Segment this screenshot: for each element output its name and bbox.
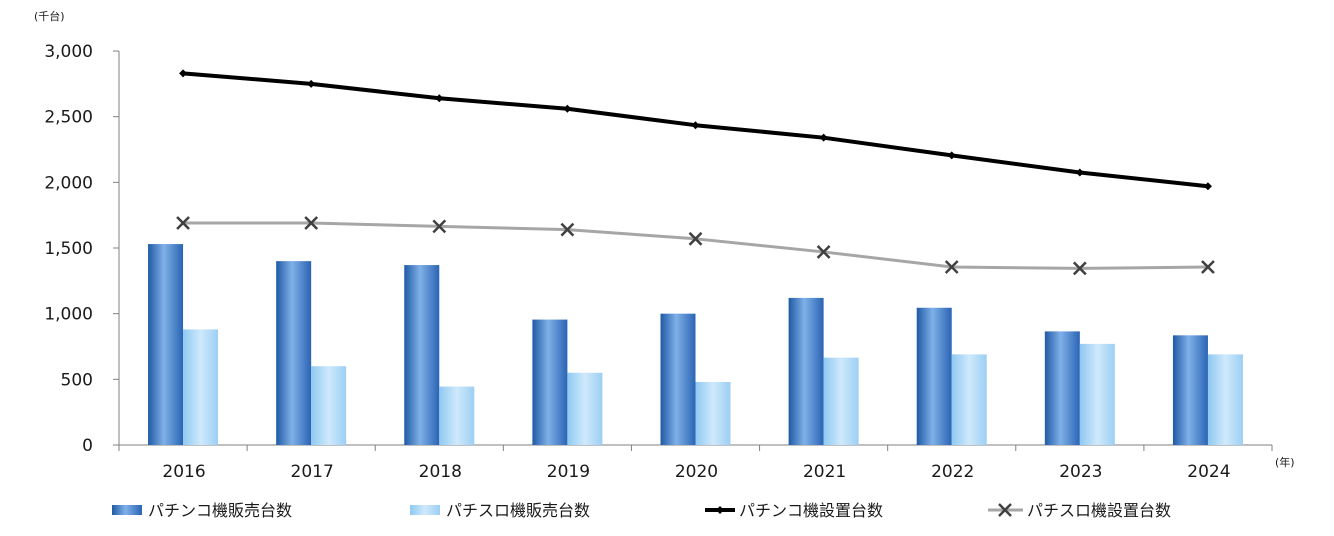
marker-diamond [307, 79, 316, 88]
bar-pachislot-sales [1207, 354, 1243, 445]
line-pachinko-installed [182, 71, 1209, 189]
legend-label: パチスロ機設置台数 [1027, 501, 1171, 520]
line-pachislot-installed [183, 221, 1208, 270]
bar-series-group [148, 244, 1243, 445]
legend-item: パチスロ機販売台数 [410, 501, 590, 520]
bar-pachinko-sales [404, 265, 440, 445]
x-unit-label: (年) [1275, 455, 1295, 469]
marker-diamond [435, 94, 444, 103]
x-tick-label: 2024 [1187, 462, 1230, 482]
marker-x [944, 260, 959, 274]
bar-pachislot-sales [567, 372, 603, 445]
x-axis: 2016 2017 2018 2019 2020 2021 2022 2023 2024 [118, 444, 1273, 482]
x-tick-label: 2020 [675, 462, 718, 482]
marker-diamond [819, 133, 828, 142]
bar-pachinko-sales [532, 319, 568, 445]
y-tick-label: 1,000 [44, 305, 93, 325]
marker-x [560, 222, 575, 237]
bar-pachinko-sales [148, 244, 184, 445]
bar-pachinko-sales [788, 297, 824, 445]
y-unit-label: (千台) [34, 9, 65, 23]
y-tick-label: 2,000 [44, 173, 93, 193]
bar-pachislot-sales [439, 386, 475, 445]
legend-item: パチンコ機設置台数 [705, 501, 883, 520]
marker-diamond [1075, 168, 1084, 177]
line-series-group [176, 69, 1215, 276]
bar-pachinko-sales [660, 313, 696, 445]
y-tick-label: 500 [61, 370, 93, 390]
marker-diamond [1203, 182, 1212, 191]
y-axis: 0 500 1,000 1,500 2,000 2,500 3,000 [44, 42, 120, 456]
legend-swatch [112, 505, 142, 515]
y-tick-label: 2,500 [44, 108, 93, 128]
legend-item: パチンコ機販売台数 [112, 501, 292, 520]
marker-diamond [179, 69, 188, 78]
marker-diamond [691, 121, 700, 130]
legend-swatch [410, 505, 440, 515]
legend-label: パチンコ機設置台数 [739, 501, 883, 520]
x-tick-label: 2023 [1059, 462, 1102, 482]
bar-pachislot-sales [823, 357, 859, 445]
legend-label: パチンコ機販売台数 [148, 501, 292, 520]
bar-pachislot-sales [695, 381, 731, 445]
marker-x [1201, 260, 1215, 274]
y-tick-label: 0 [82, 436, 93, 456]
marker-x [304, 216, 319, 230]
marker-x [176, 216, 190, 230]
x-tick-label: 2021 [803, 462, 846, 482]
y-tick-label: 1,500 [44, 239, 93, 259]
bar-pachinko-sales [1044, 331, 1080, 445]
legend-marker-diamond [716, 506, 724, 514]
legend: パチンコ機販売台数 パチスロ機販売台数 パチンコ機設置台数 パチスロ機設置台数 [112, 501, 1171, 520]
marker-x [688, 231, 703, 246]
marker-x [432, 219, 447, 234]
bar-pachislot-sales [1079, 343, 1115, 445]
x-tick-label: 2018 [419, 462, 462, 482]
marker-diamond [947, 151, 956, 160]
x-tick-label: 2016 [162, 462, 205, 482]
legend-label: パチスロ機販売台数 [446, 501, 590, 520]
legend-item: パチスロ機設置台数 [988, 501, 1171, 520]
marker-diamond [563, 104, 572, 113]
bar-pachinko-sales [276, 261, 312, 445]
marker-x [1072, 261, 1087, 276]
bar-pachinko-sales [1172, 335, 1208, 445]
x-tick-label: 2019 [547, 462, 590, 482]
x-tick-label: 2022 [931, 462, 974, 482]
bar-pachinko-sales [916, 307, 952, 445]
marker-x [816, 245, 831, 259]
x-tick-label: 2017 [291, 462, 334, 482]
bar-pachislot-sales [311, 366, 347, 445]
y-tick-label: 3,000 [44, 42, 93, 62]
bar-pachislot-sales [183, 329, 219, 445]
bar-pachislot-sales [951, 354, 987, 445]
